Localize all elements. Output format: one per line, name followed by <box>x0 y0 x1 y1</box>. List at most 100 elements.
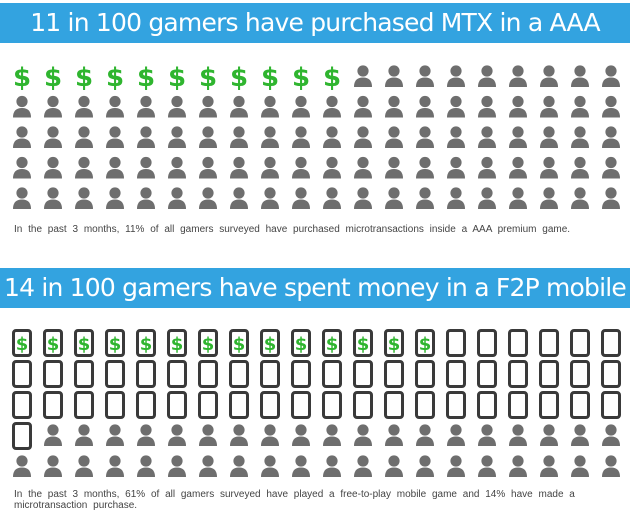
smartphone-icon <box>198 360 218 388</box>
person-icon <box>230 424 248 446</box>
smartphone-icon: $ <box>384 329 404 357</box>
smartphone-icon <box>198 391 218 419</box>
smartphone-icon <box>446 391 466 419</box>
person-icon <box>571 156 589 179</box>
dollar-sign-icon: $ <box>78 334 91 355</box>
smartphone-icon: $ <box>105 329 125 357</box>
smartphone-icon <box>601 329 621 357</box>
smartphone-icon <box>601 391 621 419</box>
dollar-sign-icon: $ <box>419 334 432 355</box>
person-icon <box>230 95 248 118</box>
person-icon <box>602 455 620 477</box>
person-icon <box>385 156 403 179</box>
smartphone-icon <box>167 360 187 388</box>
person-icon <box>416 424 434 446</box>
person-icon <box>106 126 124 148</box>
person-icon <box>509 95 527 118</box>
person-icon <box>106 187 124 209</box>
person-icon <box>571 455 589 477</box>
chart1-caption: In the past 3 months, 11% of all gamers … <box>14 224 571 235</box>
dollar-sign-icon: $ <box>13 63 31 93</box>
person-icon <box>230 187 248 209</box>
person-icon <box>137 455 155 477</box>
smartphone-icon <box>43 391 63 419</box>
smartphone-icon <box>384 391 404 419</box>
smartphone-icon <box>570 329 590 357</box>
person-icon <box>75 455 93 477</box>
person-icon <box>447 95 465 118</box>
person-icon <box>75 424 93 446</box>
smartphone-icon: $ <box>136 329 156 357</box>
person-icon <box>509 126 527 148</box>
person-icon <box>540 455 558 477</box>
smartphone-icon <box>477 391 497 419</box>
person-icon <box>261 95 279 118</box>
smartphone-icon: $ <box>260 329 280 357</box>
dollar-sign-icon: $ <box>171 334 184 355</box>
smartphone-icon: $ <box>353 329 373 357</box>
chart1-pictograph: $ $ $ $ $ $ $ $ $ $ $ <box>13 63 620 209</box>
person-icon <box>75 126 93 148</box>
dollar-sign-icon: $ <box>292 63 310 93</box>
dollar-sign-icon: $ <box>75 63 93 93</box>
dollar-sign-icon: $ <box>323 63 341 93</box>
dollar-sign-icon: $ <box>16 334 29 355</box>
smartphone-icon <box>74 360 94 388</box>
person-icon <box>571 424 589 446</box>
person-icon <box>168 126 186 148</box>
person-icon <box>323 455 341 477</box>
smartphone-icon: $ <box>322 329 342 357</box>
person-icon <box>106 156 124 179</box>
person-icon <box>261 187 279 209</box>
person-icon <box>323 424 341 446</box>
dollar-sign-icon: $ <box>261 63 279 93</box>
smartphone-icon <box>508 329 528 357</box>
smartphone-icon: $ <box>167 329 187 357</box>
smartphone-icon <box>508 391 528 419</box>
dollar-sign-icon: $ <box>233 334 246 355</box>
smartphone-icon <box>105 391 125 419</box>
smartphone-icon <box>229 391 249 419</box>
person-icon <box>137 156 155 179</box>
smartphone-icon <box>508 360 528 388</box>
person-icon <box>354 95 372 118</box>
person-icon <box>168 424 186 446</box>
smartphone-icon <box>74 391 94 419</box>
dollar-sign-icon: $ <box>357 334 370 355</box>
person-icon <box>509 187 527 209</box>
chart2-pictograph: $ $ $ $ $ $ $ $ $ $ $ $ $ $ <box>12 329 621 477</box>
person-icon <box>137 126 155 148</box>
person-icon <box>602 126 620 148</box>
person-icon <box>75 95 93 118</box>
person-icon <box>540 126 558 148</box>
person-icon <box>540 95 558 118</box>
person-icon <box>75 156 93 179</box>
dollar-sign-icon: $ <box>137 63 155 93</box>
smartphone-icon <box>12 391 32 419</box>
dollar-sign-icon: $ <box>326 334 339 355</box>
smartphone-icon <box>415 391 435 419</box>
person-icon <box>478 95 496 118</box>
dollar-sign-icon: $ <box>388 334 401 355</box>
person-icon <box>13 95 31 118</box>
smartphone-icon: $ <box>291 329 311 357</box>
person-icon <box>385 187 403 209</box>
person-icon <box>416 95 434 118</box>
person-icon <box>509 455 527 477</box>
smartphone-icon <box>322 360 342 388</box>
person-icon <box>137 95 155 118</box>
smartphone-icon <box>570 360 590 388</box>
person-icon <box>385 95 403 118</box>
person-icon <box>323 95 341 118</box>
person-icon <box>13 156 31 179</box>
person-icon <box>354 424 372 446</box>
person-icon <box>447 156 465 179</box>
person-icon <box>447 187 465 209</box>
dollar-sign-icon: $ <box>47 334 60 355</box>
smartphone-icon <box>167 391 187 419</box>
person-icon <box>602 156 620 179</box>
person-icon <box>540 187 558 209</box>
smartphone-icon <box>601 360 621 388</box>
person-icon <box>106 95 124 118</box>
dollar-sign-icon: $ <box>230 63 248 93</box>
